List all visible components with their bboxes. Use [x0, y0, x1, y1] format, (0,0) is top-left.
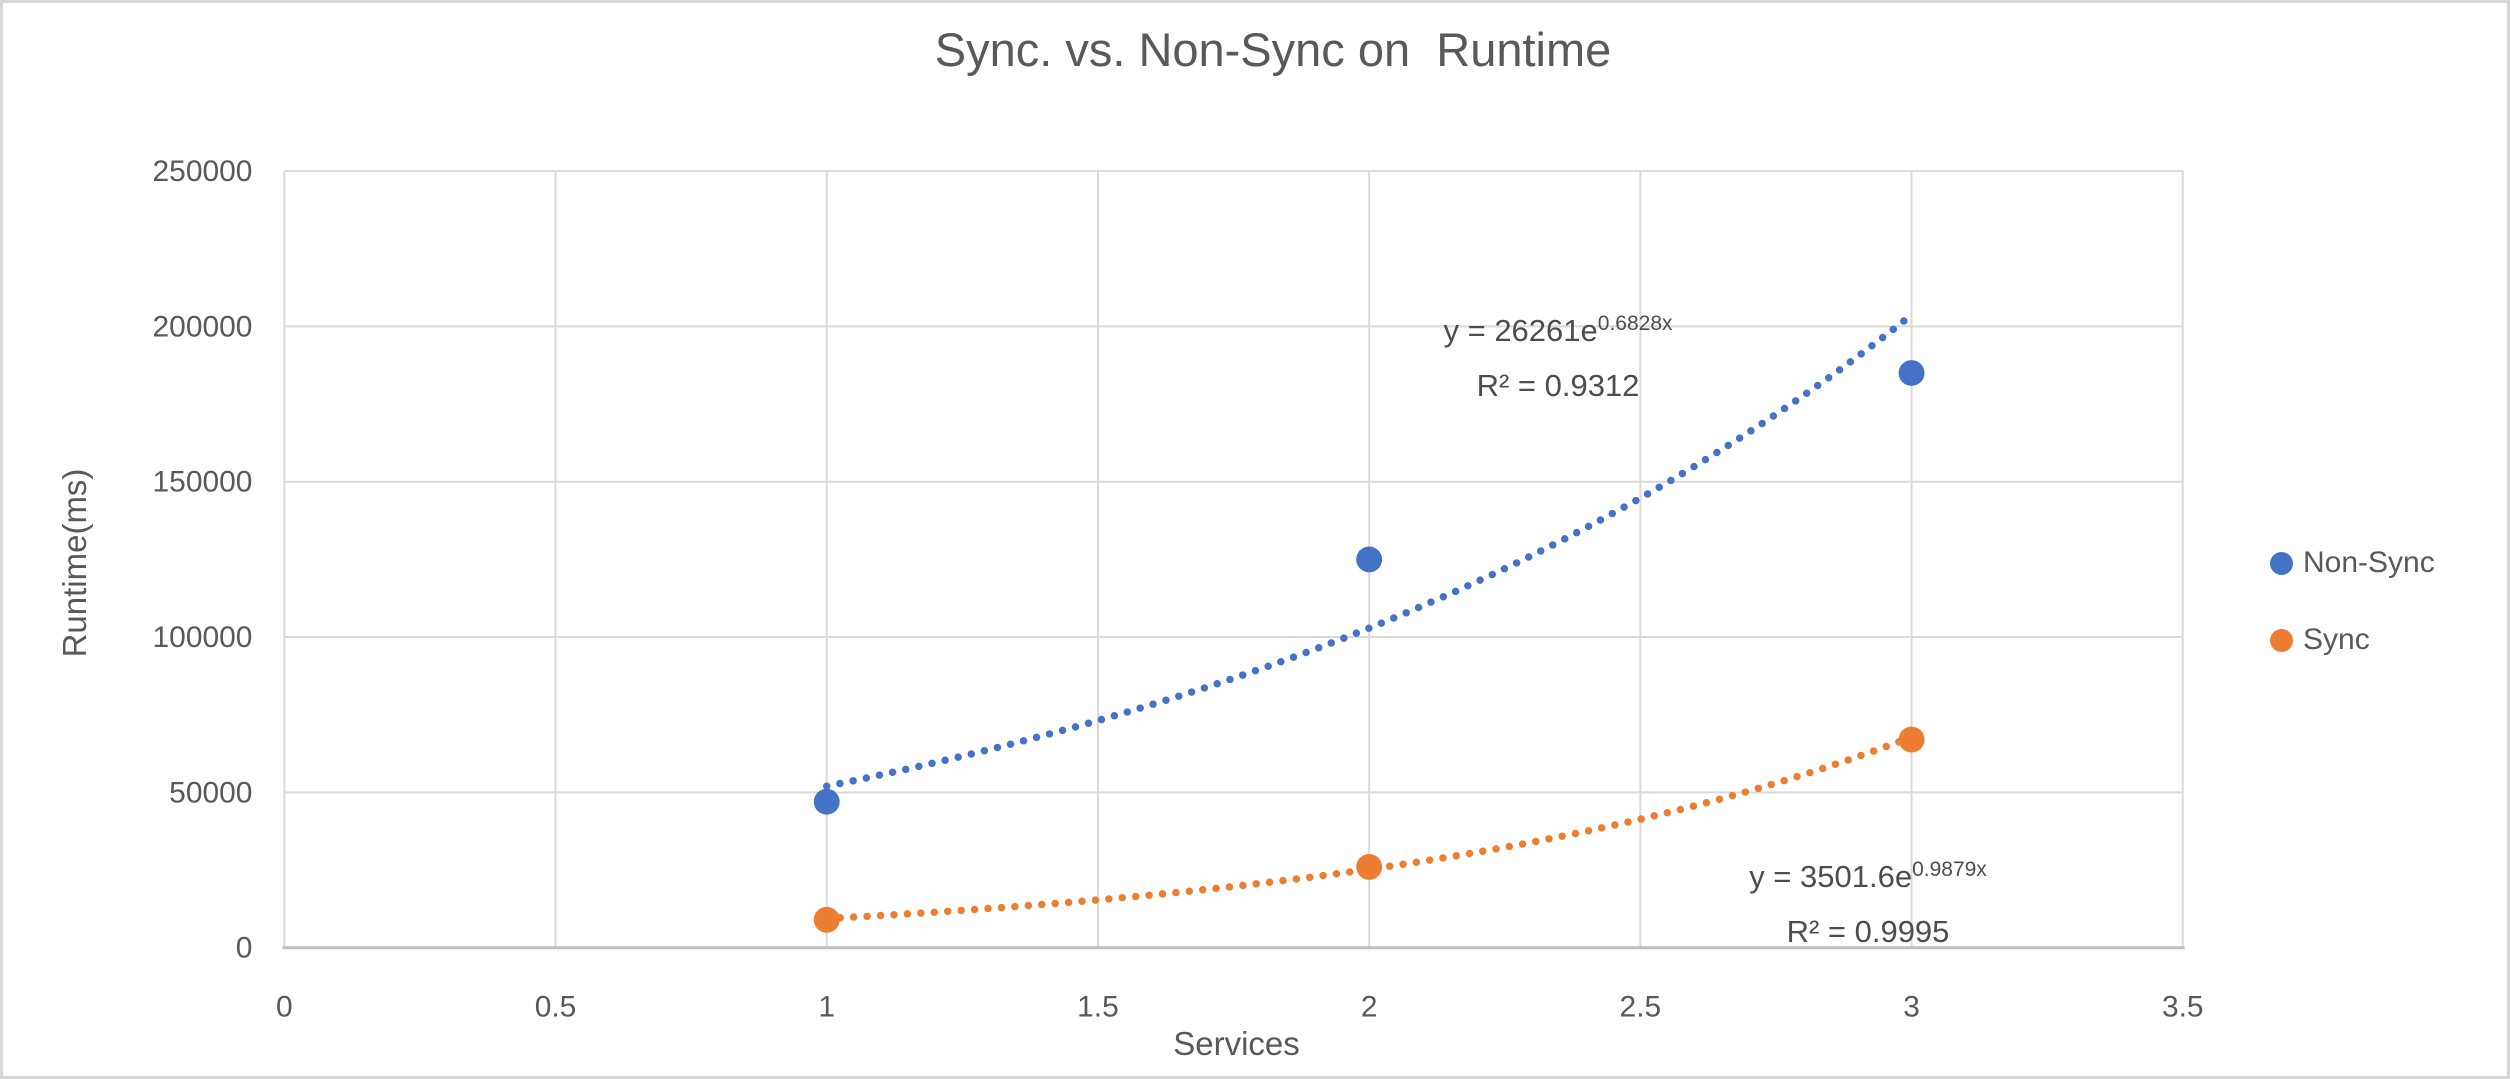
trendline-equation-non-sync: y = 26261e0.6828x R² = 0.9312 [1298, 305, 1818, 411]
series-sync [813, 726, 1925, 933]
y-tick-label: 0 [236, 932, 253, 965]
equation-base: y = 3501.6e [1749, 859, 1913, 894]
legend-item-sync: Sync [2270, 621, 2370, 659]
plot-svg: 0 50000 100000 150000 200000 250000 0 0.5 1 1.5 2 2… [153, 155, 2204, 1023]
trendline-r2-non-sync: R² = 0.9312 [1476, 368, 1640, 403]
trendline-r2-sync: R² = 0.9995 [1786, 914, 1950, 949]
point-non-sync-2 [1356, 546, 1383, 573]
legend-item-non-sync: Non-Sync [2270, 544, 2435, 582]
x-tick-label: 1.5 [1077, 990, 1119, 1023]
x-tick-label: 1 [818, 990, 835, 1023]
y-tick-label: 200000 [153, 310, 253, 343]
point-sync-2 [1356, 854, 1383, 880]
legend-label-sync: Sync [2303, 623, 2370, 656]
x-tick-label: 3 [1903, 990, 1920, 1023]
trendline-sync [822, 733, 1916, 923]
y-tick-label: 150000 [153, 466, 253, 499]
point-sync-3 [1898, 726, 1925, 753]
trendline-equation-sync-formula: y = 3501.6e0.9879x [1608, 851, 2128, 906]
y-tick-label: 50000 [169, 776, 252, 809]
x-tick-label: 2 [1361, 990, 1378, 1023]
equation-base: y = 26261e [1443, 313, 1598, 348]
x-tick-label: 3.5 [2162, 990, 2204, 1023]
equation-exponent: 0.6828x [1597, 312, 1673, 335]
equation-exponent: 0.9879x [1912, 858, 1987, 881]
point-non-sync-1 [813, 788, 840, 815]
trendline-equation-non-sync-formula: y = 26261e0.6828x [1298, 305, 1818, 360]
chart-title: Sync. vs. Non-Sync on Runtime [934, 23, 1612, 76]
y-axis-title: Runtime(ms) [56, 468, 93, 658]
x-tick-label: 2.5 [1620, 990, 1662, 1023]
y-tick-label: 100000 [153, 621, 253, 654]
y-tick-label: 250000 [153, 155, 253, 188]
trendline-non-sync [822, 311, 1916, 790]
point-sync-1 [813, 906, 840, 933]
x-tick-label: 0 [276, 990, 293, 1023]
point-non-sync-3 [1898, 360, 1925, 386]
legend-label-non-sync: Non-Sync [2303, 546, 2435, 579]
legend-marker-non-sync [2270, 551, 2293, 575]
x-axis-title: Services [1173, 1025, 1300, 1062]
legend-marker-sync [2270, 628, 2293, 652]
series-non-sync [813, 360, 1925, 815]
trendline-equation-sync: y = 3501.6e0.9879x R² = 0.9995 [1608, 851, 2128, 957]
x-tick-label: 0.5 [535, 990, 577, 1023]
